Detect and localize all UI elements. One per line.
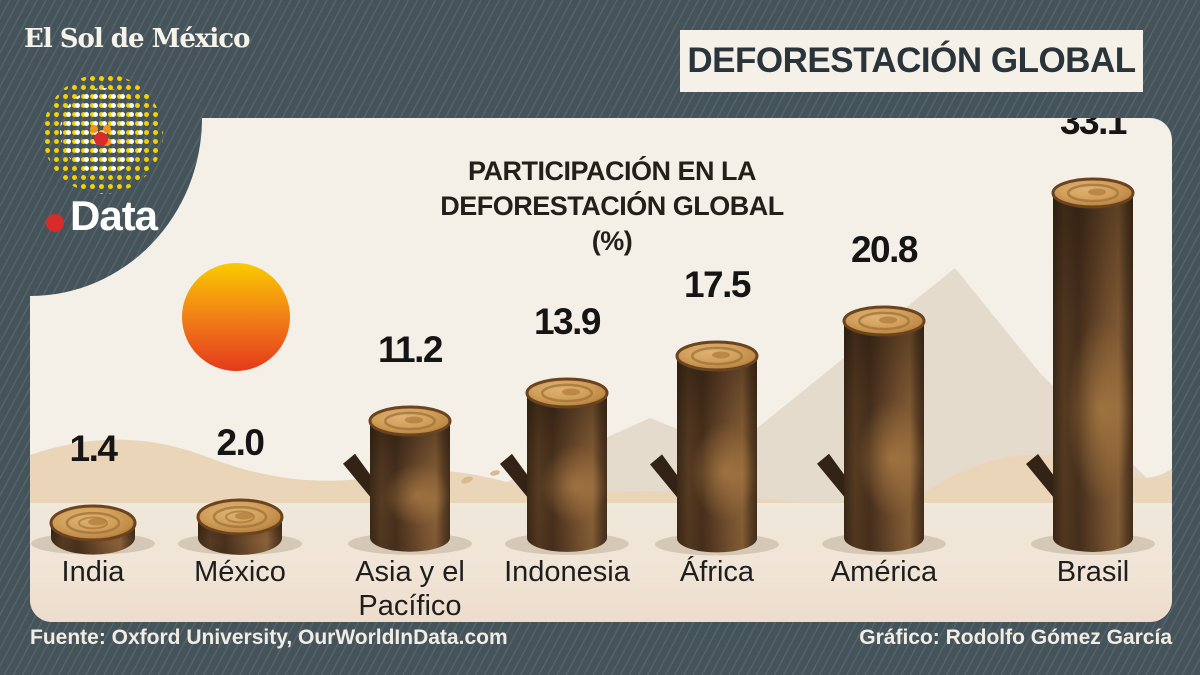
- data-brand-dot-icon: [46, 214, 64, 232]
- mountain-silhouette: [460, 268, 1172, 503]
- bar-value-label: 2.0: [216, 422, 265, 464]
- data-brand: Data: [46, 192, 158, 240]
- sun-icon: [182, 263, 290, 371]
- title-badge: DEFORESTACIÓN GLOBAL: [680, 30, 1143, 92]
- orange-dot-icon: [90, 125, 98, 133]
- bar-category-label: Asia y el Pacífico: [355, 556, 465, 622]
- bar-category-label: India: [61, 556, 125, 588]
- bar-value-label: 11.2: [378, 329, 443, 371]
- bar-category-label: México: [194, 556, 286, 588]
- tree-trunk-bar: [178, 498, 302, 555]
- seed-speck: [490, 470, 500, 476]
- footer-credit: Gráfico: Rodolfo Gómez García: [859, 626, 1172, 649]
- chart-title-line2: DEFORESTACIÓN GLOBAL (%): [440, 191, 784, 256]
- chart-title: PARTICIPACIÓN EN LA DEFORESTACIÓN GLOBAL…: [432, 154, 792, 259]
- tree-trunk-bar: [343, 405, 472, 555]
- chart-title-line1: PARTICIPACIÓN EN LA: [467, 156, 757, 186]
- bar-category-label: América: [830, 556, 938, 588]
- bar-category-label: África: [679, 556, 755, 588]
- bar-value-label: 13.9: [533, 301, 602, 343]
- orange-dot-icon: [103, 125, 111, 133]
- bar-category-label: Indonesia: [504, 556, 630, 588]
- seed-speck: [461, 476, 473, 484]
- dotted-sun-logo-icon: [43, 74, 163, 194]
- title-badge-label: DEFORESTACIÓN GLOBAL: [687, 41, 1136, 80]
- tree-trunk-bar: [817, 305, 946, 555]
- footer-source: Fuente: Oxford University, OurWorldInDat…: [30, 626, 508, 649]
- bar-value-label: 1.4: [69, 428, 118, 470]
- bar-category-label: Brasil: [1056, 556, 1130, 588]
- masthead-logo: El Sol de México: [24, 24, 250, 54]
- tree-trunk-bar: [1026, 177, 1155, 555]
- tree-trunk-bar: [500, 377, 629, 555]
- tree-trunk-bar: [31, 504, 155, 555]
- bar-value-label: 33.1: [1059, 118, 1128, 142]
- red-dot-icon: [94, 132, 108, 146]
- chart-panel: PARTICIPACIÓN EN LA DEFORESTACIÓN GLOBAL…: [30, 118, 1172, 622]
- bar-value-label: 17.5: [683, 263, 752, 305]
- data-brand-label: Data: [70, 192, 158, 239]
- bar-value-label: 20.8: [850, 229, 919, 271]
- tree-trunk-bar: [650, 340, 779, 555]
